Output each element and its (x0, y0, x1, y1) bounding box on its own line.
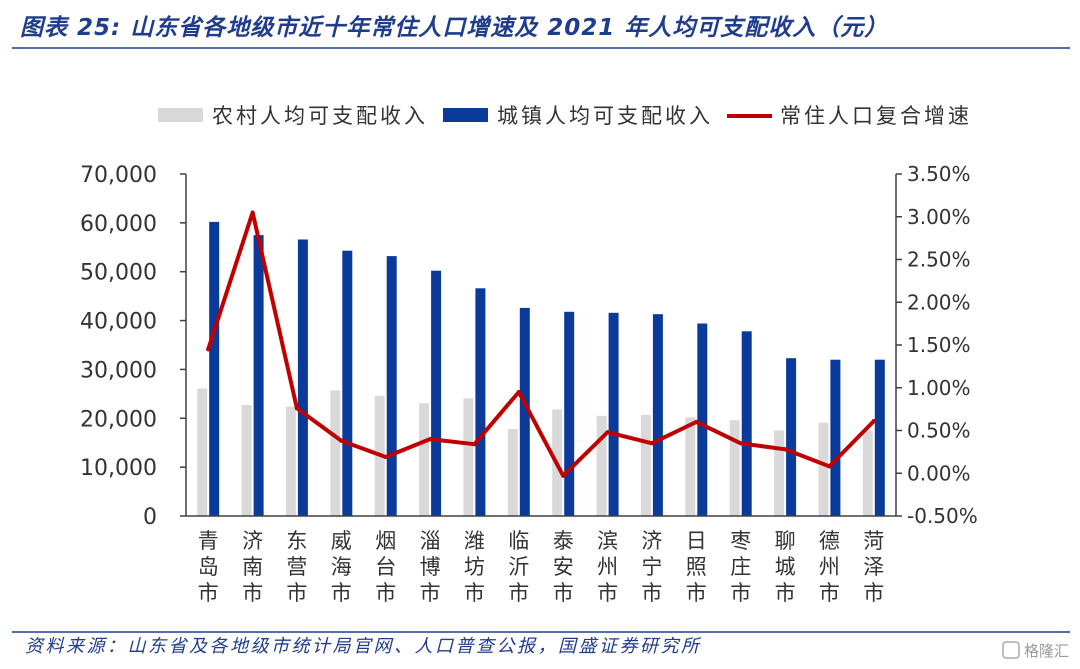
chart-title: 图表 25: 山东省各地级市近十年常住人口增速及 2021 年人均可支配收入（元… (20, 14, 888, 41)
urban-income-bar (652, 314, 663, 516)
growth-rate-point (383, 455, 388, 459)
left-y-tick-label: 50,000 (80, 261, 157, 286)
urban-income-bar (475, 288, 486, 516)
growth-rate-point (871, 419, 876, 424)
urban-income-bar (386, 256, 397, 516)
legend: 农村人均可支配收入 城镇人均可支配收入 常住人口复合增速 (158, 104, 972, 128)
left-y-tick-label: 10,000 (80, 456, 157, 481)
urban-income-bar (564, 311, 575, 516)
rural-income-bar (729, 420, 740, 516)
right-y-tick-label: 3.50% (907, 162, 971, 186)
growth-rate-point (472, 442, 477, 447)
urban-income-bar (519, 307, 530, 516)
left-y-tick-label: 60,000 (80, 212, 157, 237)
growth-rate-point (605, 430, 610, 435)
urban-income-bar (209, 221, 220, 516)
right-y-tick-label: 0.00% (907, 461, 971, 485)
rural-income-bar (774, 430, 785, 516)
growth-rate-point (694, 419, 699, 424)
watermark-logo-icon (1002, 641, 1020, 659)
growth-rate-point (294, 406, 299, 411)
growth-rate-point (428, 437, 433, 442)
urban-income-bar (342, 250, 353, 516)
rural-income-bar (463, 398, 474, 516)
growth-rate-point (649, 441, 654, 446)
urban-income-bar (431, 270, 442, 516)
urban-income-bar (608, 312, 619, 516)
right-y-tick-label: 3.00% (907, 205, 971, 229)
left-y-tick-label: 30,000 (80, 358, 157, 383)
right-y-tick-label: -0.50% (907, 504, 978, 528)
growth-rate-point (206, 347, 211, 352)
line-layer (206, 210, 876, 478)
growth-rate-point (827, 464, 832, 469)
watermark-text: 格隆汇 (1024, 642, 1069, 660)
rural-income-bar (862, 430, 873, 516)
watermark: 格隆汇 (1002, 641, 1069, 660)
growth-rate-point (250, 210, 255, 215)
rural-income-bar (596, 415, 607, 516)
rural-income-bar (507, 429, 518, 516)
rural-income-bar (241, 405, 252, 516)
left-y-tick-label: 40,000 (80, 310, 157, 335)
left-y-tick-label: 20,000 (80, 407, 157, 432)
rural-income-bar (818, 422, 829, 516)
growth-rate-point (561, 473, 566, 478)
right-y-tick-label: 2.00% (907, 290, 971, 314)
urban-income-bar (697, 323, 708, 516)
legend-swatch-urban-income (443, 108, 488, 122)
urban-income-bar (830, 359, 841, 516)
rural-income-bar (685, 417, 696, 516)
axes-layer: 0 10,000 20,000 30,000 40,000 50,000 60,000 70,… (80, 162, 978, 530)
urban-income-bar (297, 239, 308, 516)
urban-income-bar (786, 358, 797, 516)
rural-income-bar (197, 388, 208, 516)
legend-swatch-rural-income (158, 108, 203, 122)
rural-income-bar (330, 390, 341, 516)
left-y-tick-label: 0 (143, 505, 157, 530)
legend-label-rural-income: 农村人均可支配收入 (212, 104, 428, 128)
right-y-tick-label: 0.50% (907, 419, 971, 443)
growth-rate-point (738, 441, 743, 446)
rural-income-bar (640, 414, 651, 516)
left-y-tick-label: 70,000 (80, 163, 157, 188)
growth-rate-point (339, 438, 344, 443)
legend-label-growth-rate: 常住人口复合增速 (780, 104, 972, 128)
urban-income-bar (253, 235, 264, 516)
right-y-tick-label: 2.50% (907, 248, 971, 272)
right-y-tick-label: 1.00% (907, 376, 971, 400)
bars-layer (197, 221, 885, 516)
right-y-tick-label: 1.50% (907, 333, 971, 357)
rural-income-bar (285, 406, 296, 516)
source-note: 资料来源：山东省及各地级市统计局官网、人口普查公报，国盛证券研究所 (25, 636, 702, 657)
growth-rate-point (783, 447, 788, 452)
urban-income-bar (874, 359, 885, 516)
rural-income-bar (419, 403, 430, 516)
urban-income-bar (741, 331, 752, 516)
growth-rate-point (516, 390, 521, 394)
growth-rate-line (206, 210, 876, 478)
legend-label-urban-income: 城镇人均可支配收入 (497, 104, 713, 128)
